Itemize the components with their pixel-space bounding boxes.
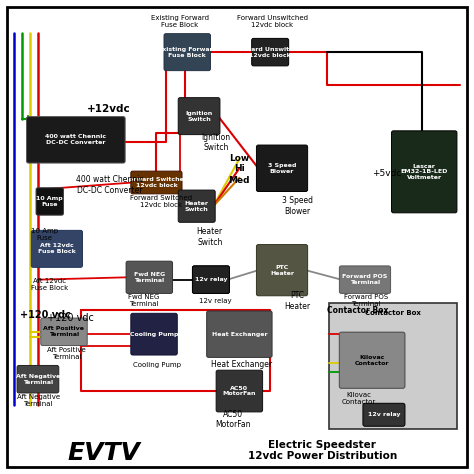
Text: Contactor Box: Contactor Box <box>365 310 421 317</box>
Text: Lascar
EM32-1B-LED
Voltmeter: Lascar EM32-1B-LED Voltmeter <box>401 164 448 180</box>
Text: Aft Negative
Terminal: Aft Negative Terminal <box>16 374 60 384</box>
FancyBboxPatch shape <box>252 38 289 66</box>
Text: Heat Exchanger: Heat Exchanger <box>211 361 272 369</box>
Text: Kilovac
Contactor: Kilovac Contactor <box>355 355 389 365</box>
Text: Forward Unswitched
12vdc block: Forward Unswitched 12vdc block <box>234 47 306 57</box>
FancyBboxPatch shape <box>31 230 82 267</box>
Text: +12vdc: +12vdc <box>87 104 131 114</box>
Text: Heater
Switch: Heater Switch <box>185 201 209 211</box>
FancyBboxPatch shape <box>339 266 391 293</box>
Text: Aft 12vdc
Fuse Block: Aft 12vdc Fuse Block <box>38 244 76 254</box>
Text: 10 Amp
Fuse: 10 Amp Fuse <box>36 196 63 207</box>
Text: 12v relay: 12v relay <box>195 277 227 282</box>
FancyBboxPatch shape <box>164 34 210 71</box>
Text: Existing Forward
Fuse Block: Existing Forward Fuse Block <box>151 15 209 28</box>
Text: 400 watt Chennic
DC-DC Converter: 400 watt Chennic DC-DC Converter <box>46 135 106 145</box>
Text: Existing Forward
Fuse Block: Existing Forward Fuse Block <box>158 47 217 57</box>
Text: Forward POS
Terminal: Forward POS Terminal <box>342 274 388 285</box>
Text: 12v relay: 12v relay <box>195 277 227 282</box>
FancyBboxPatch shape <box>126 261 173 293</box>
Text: PTC
Heater: PTC Heater <box>270 265 294 275</box>
Text: +120 vdc: +120 vdc <box>47 312 94 323</box>
Text: Ignition
Switch: Ignition Switch <box>201 133 230 152</box>
Text: 3 Speed
Blower: 3 Speed Blower <box>282 197 313 216</box>
FancyBboxPatch shape <box>41 318 87 346</box>
Text: 12v relay: 12v relay <box>353 431 382 436</box>
Text: Lascar
EM32-1B-LED
Voltmeter: Lascar EM32-1B-LED Voltmeter <box>382 232 429 252</box>
Text: Kilovac
Contactor: Kilovac Contactor <box>355 355 389 365</box>
Text: Heater
Switch: Heater Switch <box>197 228 223 246</box>
FancyBboxPatch shape <box>207 311 272 357</box>
Text: Fwd NEG
Terminal: Fwd NEG Terminal <box>134 272 165 283</box>
FancyBboxPatch shape <box>36 188 64 215</box>
FancyBboxPatch shape <box>131 171 182 194</box>
FancyBboxPatch shape <box>178 98 220 135</box>
FancyBboxPatch shape <box>392 131 457 213</box>
FancyBboxPatch shape <box>216 370 263 412</box>
Text: Fwd NEG
Terminal: Fwd NEG Terminal <box>128 294 159 308</box>
Text: Aft Negative
Terminal: Aft Negative Terminal <box>17 394 60 407</box>
Text: Forward Unswitched
12vdc block: Forward Unswitched 12vdc block <box>237 15 308 28</box>
Text: EVTV: EVTV <box>68 441 141 465</box>
Text: Forward Switched
12vdc block: Forward Switched 12vdc block <box>125 177 188 188</box>
Text: +120 vdc: +120 vdc <box>19 310 71 320</box>
Text: 400 watt Chennic
DC-DC Converter: 400 watt Chennic DC-DC Converter <box>76 175 143 194</box>
Text: 12v relay: 12v relay <box>368 412 400 417</box>
FancyBboxPatch shape <box>339 332 405 388</box>
Text: Med: Med <box>228 176 250 184</box>
FancyBboxPatch shape <box>256 145 308 191</box>
Text: 12v relay: 12v relay <box>199 298 232 304</box>
Text: Hi: Hi <box>234 164 245 173</box>
Text: Cooling Pump: Cooling Pump <box>133 362 181 368</box>
Text: 3 Speed
Blower: 3 Speed Blower <box>268 163 296 173</box>
Text: Contactor Box: Contactor Box <box>327 306 389 315</box>
FancyBboxPatch shape <box>178 190 215 222</box>
Text: Cooling Pump: Cooling Pump <box>130 332 178 337</box>
FancyBboxPatch shape <box>192 266 229 293</box>
Text: 12v relay: 12v relay <box>368 412 400 417</box>
FancyBboxPatch shape <box>192 266 229 293</box>
Text: Heat Exchanger: Heat Exchanger <box>211 332 267 337</box>
FancyBboxPatch shape <box>363 403 405 426</box>
FancyBboxPatch shape <box>339 332 405 388</box>
Text: Aft Positive
Terminal: Aft Positive Terminal <box>47 346 86 360</box>
Text: AC50
MotorFan: AC50 MotorFan <box>223 386 256 396</box>
FancyBboxPatch shape <box>363 403 405 426</box>
Text: AC50
MotorFan: AC50 MotorFan <box>216 410 251 429</box>
FancyBboxPatch shape <box>256 245 308 296</box>
Text: Kilovac
Contactor: Kilovac Contactor <box>341 392 375 405</box>
Text: Electric Speedster
12vdc Power Distribution: Electric Speedster 12vdc Power Distribut… <box>248 439 397 461</box>
Text: PTC
Heater: PTC Heater <box>284 292 310 310</box>
FancyBboxPatch shape <box>131 313 177 355</box>
Bar <box>329 303 457 429</box>
FancyBboxPatch shape <box>27 117 125 163</box>
Text: 10 Amp
Fuse: 10 Amp Fuse <box>31 228 58 241</box>
FancyBboxPatch shape <box>17 365 59 393</box>
Text: Low: Low <box>229 155 249 163</box>
Text: +5vdc: +5vdc <box>372 169 401 177</box>
Text: Aft Positive
Terminal: Aft Positive Terminal <box>44 327 84 337</box>
Text: Forward Switched
12vdc block: Forward Switched 12vdc block <box>130 195 192 208</box>
Text: Forward POS
Terminal: Forward POS Terminal <box>344 294 388 308</box>
Text: Ignition
Switch: Ignition Switch <box>185 111 213 121</box>
Text: Aft 12vdc
Fuse Block: Aft 12vdc Fuse Block <box>31 278 68 291</box>
